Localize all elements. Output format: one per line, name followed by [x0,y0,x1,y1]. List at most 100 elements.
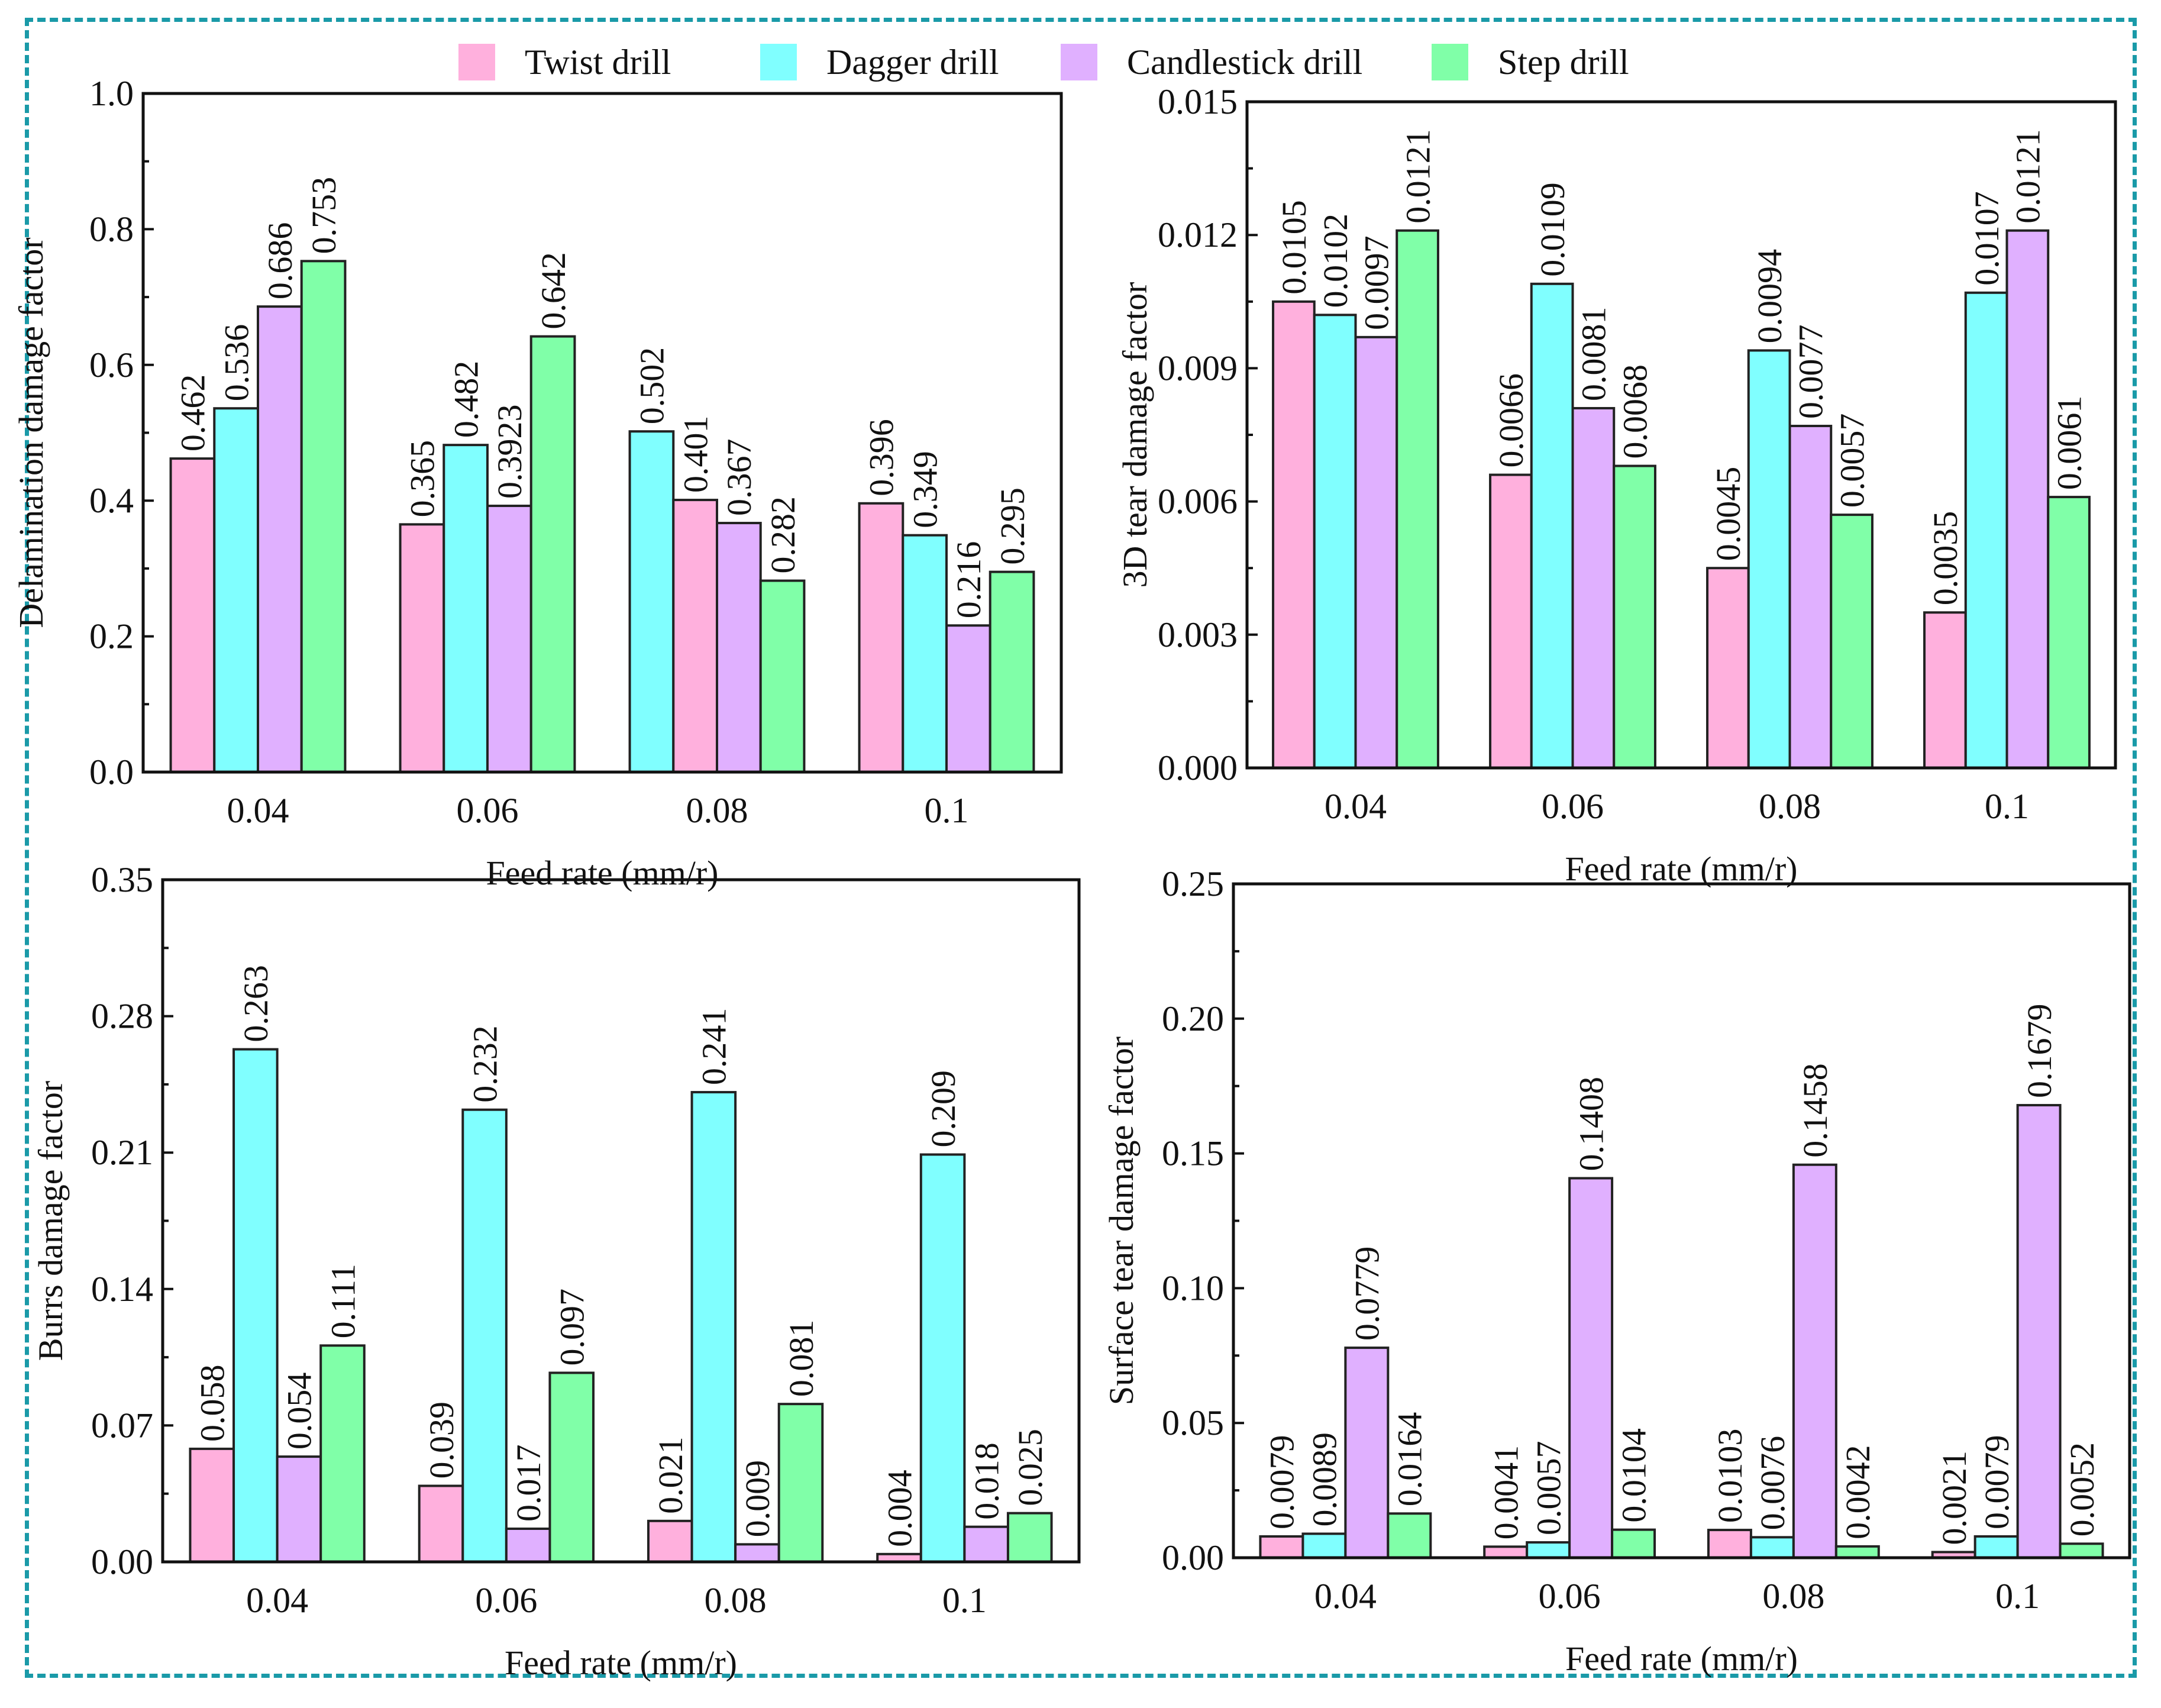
y-tick-label: 1.0 [89,74,134,113]
bar-step-drill [759,579,806,774]
data-label: 0.349 [906,451,944,528]
y-tick-label: 0.15 [1162,1134,1224,1173]
y-tick-label: 0.10 [1162,1268,1224,1307]
data-label: 0.1458 [1796,1063,1834,1158]
data-label: 0.081 [782,1320,821,1397]
x-tick-label: 0.1 [1985,787,2029,826]
bar-dagger-drill [1301,1532,1347,1560]
data-label: 0.0164 [1391,1412,1429,1507]
bar-dagger-drill [690,1091,737,1563]
bar-candlestick-drill [1788,424,1833,769]
bar-candlestick-drill [1792,1163,1837,1559]
bar-twist-drill [647,1519,693,1564]
bar-dagger-drill [213,407,259,773]
data-label: 0.536 [217,324,256,402]
x-tick-label: 0.04 [246,1581,308,1620]
bar-step-drill [319,1344,366,1563]
legend-item-candlestick-drill: Candlestick drill [1061,35,1362,89]
bar-step-drill [2059,1542,2104,1560]
x-tick-label: 0.06 [1539,1577,1601,1616]
y-tick-label: 0.003 [1158,615,1238,654]
y-tick-label: 0.05 [1162,1403,1224,1442]
y-tick-label: 0.20 [1162,999,1224,1038]
y-axis-label: Delamination damage factor [12,237,50,628]
y-tick-label: 0.28 [91,997,153,1036]
data-label: 0.0081 [1575,306,1613,401]
bar-candlestick-drill [2016,1104,2062,1559]
data-label: 0.0057 [1529,1441,1568,1536]
y-tick-label: 0.00 [1162,1538,1224,1577]
data-label: 0.0102 [1316,214,1355,308]
bar-dagger-drill [1526,1541,1571,1559]
data-label: 0.0021 [1935,1451,1973,1545]
y-tick-label: 0.8 [89,209,134,248]
data-label: 0.0066 [1492,373,1530,468]
data-label: 0.0061 [2050,396,2088,490]
y-axis-label: 3D tear damage factor [1116,282,1154,588]
x-tick-label: 0.08 [705,1581,767,1620]
bar-twist-drill [1259,1535,1304,1559]
bar-candlestick-drill [276,1455,322,1564]
x-tick-label: 0.1 [942,1581,987,1620]
bar-twist-drill [672,499,719,773]
data-label: 0.263 [237,965,275,1042]
data-label: 0.0109 [1533,182,1572,277]
bar-twist-drill [189,1447,235,1563]
legend-swatch-step-drill [1432,44,1468,80]
bar-twist-drill [1707,1529,1752,1560]
bar-step-drill [1830,514,1873,769]
data-label: 0.054 [280,1373,319,1450]
data-label: 0.0097 [1358,235,1396,330]
data-label: 0.0107 [1968,191,2006,286]
bar-candlestick-drill [257,305,303,773]
y-tick-label: 0.07 [91,1406,153,1445]
bar-step-drill [548,1371,595,1564]
data-label: 0.401 [676,416,715,493]
x-tick-label: 0.06 [475,1581,537,1620]
data-label: 0.0121 [2009,129,2047,224]
data-label: 0.241 [695,1008,734,1086]
bar-step-drill [1834,1545,1880,1559]
data-label: 0.004 [880,1470,919,1547]
data-label: 0.018 [967,1442,1006,1520]
x-axis-label: Feed rate (mm/r) [1565,1639,1798,1678]
data-label: 0.017 [509,1444,548,1522]
data-label: 0.0042 [1839,1445,1877,1539]
y-tick-label: 0.000 [1158,748,1238,787]
data-label: 0.3923 [490,405,529,499]
bar-twist-drill [418,1484,464,1564]
x-axis-label: Feed rate (mm/r) [505,1644,737,1682]
data-label: 0.009 [738,1460,777,1538]
legend-swatch-dagger-drill [760,44,797,80]
data-label: 0.0105 [1275,200,1313,295]
x-tick-label: 0.04 [1314,1577,1377,1616]
x-tick-label: 0.1 [1995,1577,2040,1616]
x-tick-label: 0.06 [457,791,519,830]
data-label: 0.039 [422,1402,461,1479]
legend-item-step-drill: Step drill [1432,35,1629,89]
bar-step-drill [777,1403,824,1563]
data-label: 0.0103 [1711,1429,1749,1523]
data-label: 0.0089 [1306,1432,1344,1527]
data-label: 0.367 [720,439,758,516]
x-tick-label: 0.08 [686,791,748,830]
data-label: 0.0045 [1709,467,1747,561]
y-tick-label: 0.00 [91,1542,153,1581]
x-tick-label: 0.04 [227,791,289,830]
bar-step-drill [529,335,576,773]
y-tick-label: 0.015 [1158,82,1238,121]
legend-label: Twist drill [525,42,671,82]
bar-dagger-drill [442,444,489,773]
x-tick-label: 0.1 [925,791,969,830]
x-tick-label: 0.04 [1325,787,1387,826]
legend-swatch-candlestick-drill [1061,44,1097,80]
y-axis-label: Surface tear damage factor [1102,1037,1141,1405]
bar-step-drill [1611,1528,1656,1560]
bar-twist-drill [858,502,905,774]
figure-frame [25,18,2137,1678]
bar-dagger-drill [1749,1536,1795,1560]
y-tick-label: 0.006 [1158,482,1238,521]
y-tick-label: 0.0 [89,753,134,792]
data-label: 0.753 [305,177,343,254]
